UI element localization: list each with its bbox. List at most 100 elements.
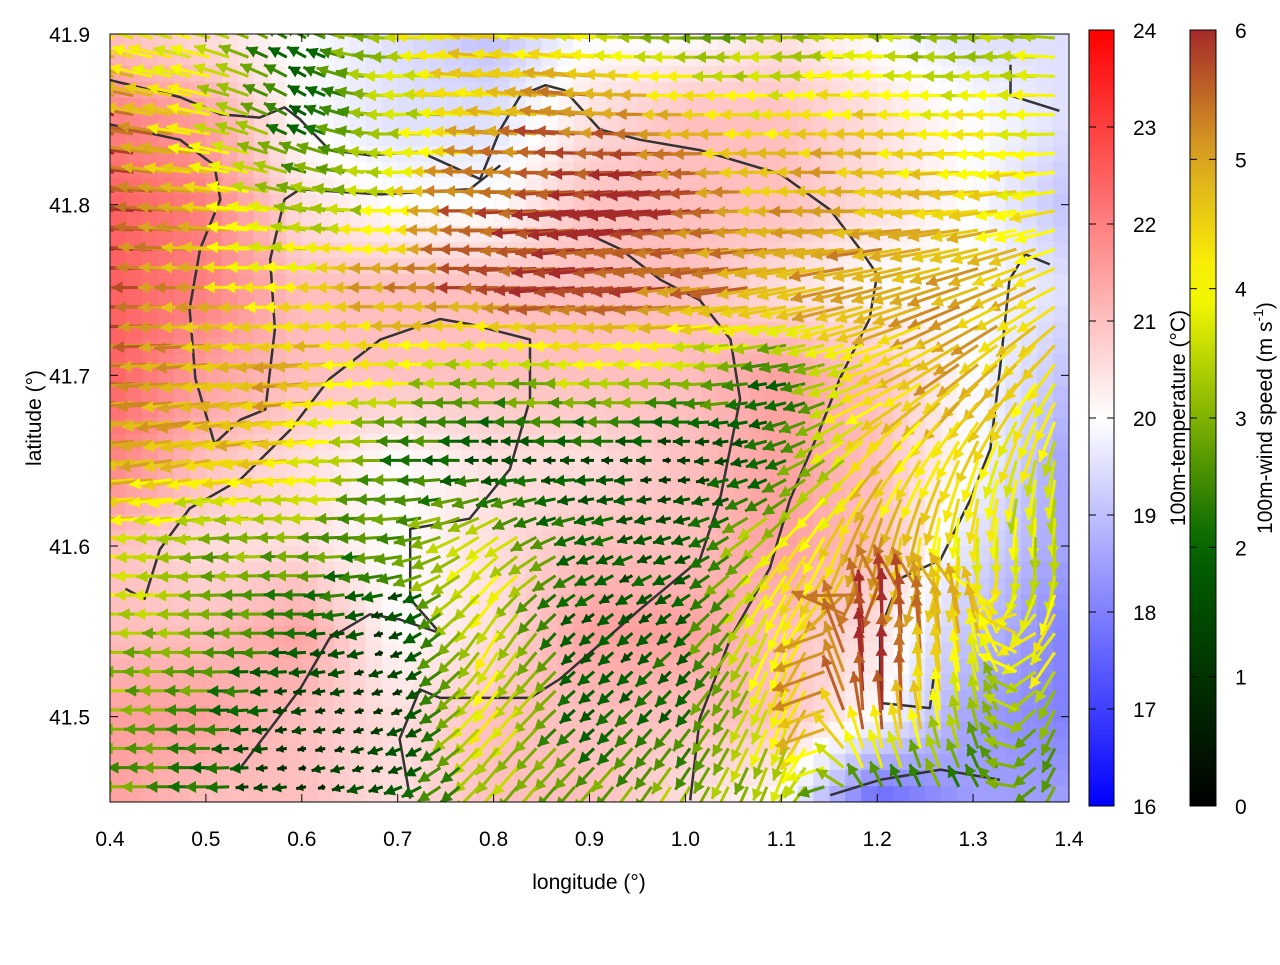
heatmap-cell (1053, 418, 1070, 435)
heatmap-cell (382, 514, 399, 531)
heatmap-cell (1053, 162, 1070, 179)
heatmap-cell (574, 402, 591, 419)
heatmap-cell (925, 130, 942, 147)
heatmap-cell (526, 114, 543, 131)
wind-arrow (74, 589, 114, 601)
heatmap-cell (462, 626, 479, 643)
heatmap-cell (238, 706, 255, 723)
x-tick-label: 0.5 (191, 828, 220, 851)
wind-arrow (84, 742, 115, 754)
heatmap-cell (190, 578, 207, 595)
heatmap-cell (925, 786, 942, 803)
colorbar-tick-label: 16 (1133, 796, 1156, 819)
wind-label-main: 100m-wind speed (m s (1254, 322, 1277, 534)
heatmap-cell (1053, 738, 1070, 755)
wind-arrow (81, 666, 114, 678)
heatmap-cell (478, 194, 495, 211)
heatmap-cell (653, 722, 670, 739)
heatmap-cell (1053, 50, 1070, 67)
heatmap-cell (893, 786, 910, 803)
heatmap-cell (1053, 258, 1070, 275)
colorbar-tick-label: 21 (1133, 311, 1156, 334)
heatmap-cell (430, 114, 447, 131)
heatmap-cell (733, 98, 750, 115)
wind-arrow (63, 476, 114, 488)
heatmap-cell (478, 450, 495, 467)
heatmap-cell (669, 114, 686, 131)
heatmap-cell (989, 786, 1006, 803)
wind-arrow (61, 495, 114, 507)
heatmap-cell (302, 210, 319, 227)
heatmap-cell (1053, 98, 1070, 115)
heatmap-cell (350, 674, 367, 691)
colorbar-tick-label: 18 (1133, 602, 1156, 625)
heatmap-cell (254, 642, 271, 659)
heatmap-cell (1053, 386, 1070, 403)
heatmap-cell (334, 418, 351, 435)
heatmap-cell (1053, 274, 1070, 291)
heatmap-cell (701, 450, 718, 467)
heatmap-cell (606, 690, 623, 707)
heatmap-cell (845, 194, 862, 211)
heatmap-cell (254, 770, 271, 787)
heatmap-cell (318, 674, 335, 691)
wind-label-end: ) (1254, 302, 1277, 309)
x-tick-label: 1.2 (863, 828, 892, 851)
heatmap-cell (1053, 306, 1070, 323)
heatmap-cell (110, 786, 127, 803)
wind-arrow (67, 513, 115, 525)
wind-arrow (79, 608, 114, 620)
y-tick-label: 41.7 (49, 365, 90, 388)
heatmap-cell (222, 738, 239, 755)
heatmap-cell (158, 770, 175, 787)
heatmap-cell (350, 386, 367, 403)
wind-arrow (55, 281, 114, 293)
heatmap-cell (1053, 34, 1070, 51)
colorbar-tick-label: 3 (1235, 408, 1247, 431)
heatmap-cell (414, 258, 431, 275)
heatmap-cell (302, 770, 319, 787)
heatmap-cell (110, 642, 127, 659)
wind-speed-colorbar-label: 100m-wind speed (m s-1) (1250, 302, 1277, 534)
heatmap-cell (1053, 322, 1070, 339)
heatmap-cell (494, 578, 511, 595)
heatmap-cell (637, 482, 654, 499)
heatmap-cell (1053, 146, 1070, 163)
y-tick-label: 41.6 (49, 536, 90, 559)
colorbar-tick-label: 24 (1133, 20, 1157, 43)
heatmap-cell (286, 546, 303, 563)
y-axis-label: latitude (°) (23, 370, 46, 466)
heatmap-cell (1037, 162, 1054, 179)
wind-arrow (70, 570, 114, 582)
heatmap-cell (1053, 210, 1070, 227)
heatmap-cell (1053, 82, 1070, 99)
wind-arrow (77, 627, 114, 639)
heatmap-cell (733, 386, 750, 403)
heatmap-cell (861, 786, 878, 803)
wind-arrow (61, 458, 114, 470)
heatmap-cell (526, 482, 543, 499)
heatmap-cell (606, 482, 623, 499)
wind-arrow (56, 121, 114, 135)
wind-arrow (48, 241, 115, 253)
colorbar-tick-label: 0 (1235, 796, 1247, 819)
heatmap-cell (478, 386, 495, 403)
heatmap-cell (526, 162, 543, 179)
heatmap-cell (909, 786, 926, 803)
heatmap-cell (190, 210, 207, 227)
heatmap-cell (286, 770, 303, 787)
wind-arrow (51, 140, 114, 153)
heatmap-cell (318, 482, 335, 499)
y-tick-label: 41.9 (49, 24, 90, 47)
heatmap-cell (190, 642, 207, 659)
wind-arrow (81, 685, 114, 697)
heatmap-cell (973, 786, 990, 803)
heatmap-cell (1053, 178, 1070, 195)
wind-arrow (55, 398, 114, 410)
heatmap-cell (222, 770, 239, 787)
heatmap-cell (1053, 226, 1070, 243)
heatmap-cell (366, 610, 383, 627)
heatmap-cell (1053, 194, 1070, 211)
colorbar-tick-label: 5 (1235, 149, 1247, 172)
